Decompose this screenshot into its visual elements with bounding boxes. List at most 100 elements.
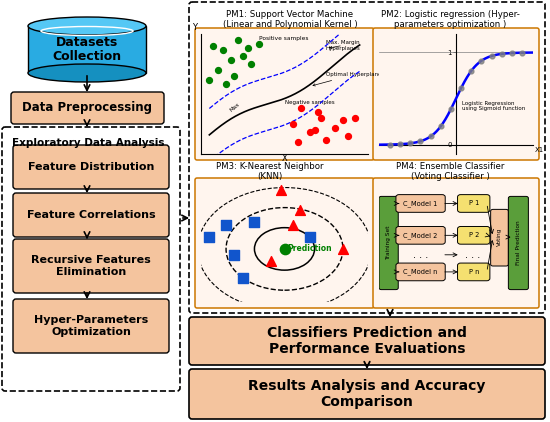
FancyBboxPatch shape — [396, 263, 445, 281]
FancyBboxPatch shape — [13, 299, 169, 353]
Text: P n: P n — [469, 269, 479, 275]
FancyBboxPatch shape — [13, 193, 169, 237]
Point — [508, 50, 516, 57]
Point — [227, 57, 235, 64]
Text: Prediction: Prediction — [287, 244, 332, 253]
FancyBboxPatch shape — [491, 209, 508, 266]
Text: Optimal Hyperplane: Optimal Hyperplane — [313, 72, 382, 86]
Point — [205, 234, 214, 241]
Point — [487, 53, 496, 60]
Point — [288, 222, 297, 229]
Text: P 1: P 1 — [469, 200, 479, 206]
FancyBboxPatch shape — [13, 239, 169, 293]
Ellipse shape — [28, 64, 146, 82]
Y-axis label: Y: Y — [192, 23, 197, 32]
Point — [213, 67, 222, 73]
Point — [222, 81, 230, 88]
Point — [230, 252, 239, 258]
Point — [297, 105, 306, 112]
FancyBboxPatch shape — [458, 227, 490, 244]
Point — [218, 46, 227, 53]
FancyBboxPatch shape — [2, 127, 180, 391]
Point — [295, 207, 304, 214]
Point — [294, 138, 302, 145]
Text: Datasets
Collection: Datasets Collection — [52, 35, 122, 63]
Point — [305, 234, 314, 241]
Point — [426, 133, 435, 140]
Point — [222, 222, 230, 229]
Point — [277, 187, 285, 193]
Point — [310, 127, 319, 133]
Text: Logistic Regression
using Sigmoid function: Logistic Regression using Sigmoid functi… — [461, 100, 525, 111]
Point — [456, 85, 465, 92]
X-axis label: X1: X1 — [535, 147, 544, 153]
Point — [330, 124, 339, 131]
FancyBboxPatch shape — [195, 178, 374, 308]
FancyBboxPatch shape — [508, 196, 529, 289]
FancyBboxPatch shape — [195, 28, 374, 160]
FancyBboxPatch shape — [189, 2, 545, 313]
Point — [243, 45, 252, 52]
Text: PM4: Ensemble Classifier
(Voting Classifier ): PM4: Ensemble Classifier (Voting Classif… — [396, 162, 504, 181]
Point — [208, 43, 217, 49]
Text: Final Prediction: Final Prediction — [516, 221, 521, 265]
Point — [238, 52, 247, 59]
Text: Recursive Features
Elimination: Recursive Features Elimination — [31, 255, 151, 277]
Point — [288, 121, 297, 127]
Point — [497, 51, 506, 57]
FancyBboxPatch shape — [373, 178, 539, 308]
FancyBboxPatch shape — [189, 369, 545, 419]
Text: PM1: Support Vector Machine
(Linear and Polynomial Kernel ): PM1: Support Vector Machine (Linear and … — [223, 10, 358, 30]
Point — [255, 40, 264, 47]
Point — [250, 218, 259, 225]
Point — [406, 140, 415, 147]
Point — [314, 108, 322, 115]
Point — [447, 106, 455, 112]
Point — [305, 129, 314, 136]
Point — [350, 115, 359, 122]
Text: C_Model n: C_Model n — [403, 268, 438, 275]
Text: . . .: . . . — [465, 250, 481, 260]
Point — [467, 68, 476, 74]
FancyBboxPatch shape — [458, 263, 490, 281]
Point — [247, 61, 256, 68]
Text: PM3: K-Nearest Neighbor
(KNN): PM3: K-Nearest Neighbor (KNN) — [216, 162, 324, 181]
FancyBboxPatch shape — [396, 227, 445, 244]
Text: P 2: P 2 — [469, 233, 479, 238]
Point — [339, 117, 348, 124]
Point — [280, 246, 289, 252]
Point — [518, 49, 526, 56]
FancyBboxPatch shape — [373, 28, 539, 160]
Point — [396, 141, 405, 148]
Text: Classifiers Prediction and
Performance Evaluations: Classifiers Prediction and Performance E… — [267, 326, 467, 356]
Point — [233, 37, 242, 43]
Text: Positive samples: Positive samples — [260, 36, 309, 41]
Text: Max: Max — [228, 102, 240, 113]
FancyBboxPatch shape — [11, 92, 164, 124]
Text: Exploratory Data Analysis: Exploratory Data Analysis — [12, 138, 164, 148]
Point — [339, 246, 348, 252]
Text: . . .: . . . — [413, 250, 428, 260]
FancyBboxPatch shape — [396, 195, 445, 212]
Point — [386, 141, 394, 148]
FancyBboxPatch shape — [189, 317, 545, 365]
Text: Data Preprocessing: Data Preprocessing — [23, 102, 152, 114]
Bar — [28, 26, 146, 73]
Text: Feature Correlations: Feature Correlations — [27, 210, 155, 220]
Point — [267, 257, 276, 264]
Point — [322, 136, 331, 143]
X-axis label: X: X — [282, 154, 287, 163]
Ellipse shape — [28, 17, 146, 35]
Text: C_Model 2: C_Model 2 — [403, 232, 438, 239]
FancyBboxPatch shape — [458, 195, 490, 212]
Point — [230, 73, 239, 79]
Point — [477, 57, 486, 64]
Point — [416, 138, 425, 145]
Text: Results Analysis and Accuracy
Comparison: Results Analysis and Accuracy Comparison — [248, 379, 486, 409]
FancyBboxPatch shape — [13, 145, 169, 189]
Text: Training Set: Training Set — [386, 226, 391, 260]
Point — [344, 133, 353, 139]
Text: Negative samples: Negative samples — [285, 100, 334, 105]
Text: C_Model 1: C_Model 1 — [404, 200, 438, 207]
Point — [436, 123, 445, 130]
